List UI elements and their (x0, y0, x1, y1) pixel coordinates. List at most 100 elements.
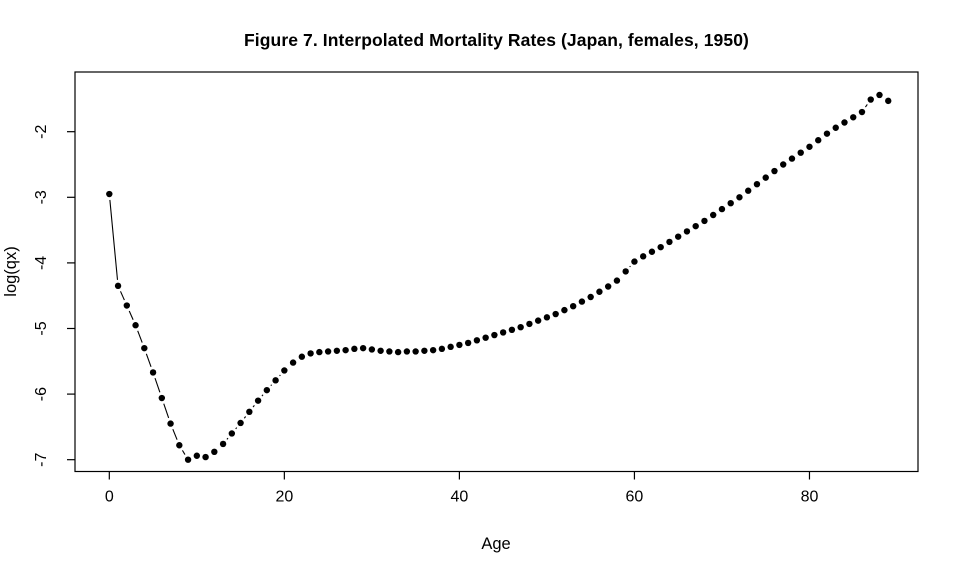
data-point (272, 377, 279, 384)
y-tick-label: -7 (33, 452, 50, 466)
connector-segment (128, 310, 134, 320)
data-point (394, 348, 402, 356)
data-point (263, 386, 271, 394)
connector-segment (243, 416, 247, 419)
data-point (412, 348, 419, 355)
x-tick-label: 0 (105, 489, 114, 506)
data-point (377, 347, 384, 354)
data-point (526, 320, 533, 328)
data-point (429, 346, 437, 354)
data-point (456, 341, 463, 349)
data-point (674, 233, 682, 240)
data-point (368, 346, 376, 353)
data-point (403, 348, 411, 355)
connector-segment (109, 199, 119, 280)
data-point (639, 253, 647, 260)
data-point (132, 322, 139, 329)
data-point (228, 430, 236, 437)
data-point (491, 331, 498, 339)
data-point (815, 137, 822, 144)
data-point (692, 222, 699, 230)
connector-segment (629, 265, 631, 268)
connector-segment (864, 104, 868, 108)
data-point (648, 248, 656, 255)
data-point (202, 453, 209, 461)
data-point (604, 283, 612, 290)
y-axis-label: log(qx) (2, 246, 20, 296)
y-tick-label: -4 (33, 256, 50, 270)
data-point (876, 91, 883, 99)
data-point (534, 317, 542, 324)
connector-segment (279, 374, 281, 377)
x-tick-label: 20 (275, 489, 293, 506)
connector-segment (261, 394, 264, 397)
data-point (613, 277, 621, 284)
data-point (683, 228, 691, 235)
data-point (237, 419, 244, 427)
data-point (386, 348, 393, 355)
data-point (771, 167, 778, 175)
connector-segment (235, 427, 238, 430)
data-point (561, 306, 568, 314)
data-point (736, 194, 743, 201)
y-tick-label: -2 (33, 124, 50, 138)
data-point (762, 174, 769, 181)
data-point (841, 119, 848, 126)
data-point (788, 155, 796, 162)
data-point (806, 143, 813, 150)
data-point (359, 344, 367, 352)
data-point (351, 345, 358, 353)
data-point (123, 302, 131, 309)
x-tick-label: 80 (801, 489, 819, 506)
data-point (543, 314, 551, 321)
connector-segment (270, 384, 273, 387)
data-point (184, 456, 192, 463)
data-point (517, 323, 524, 331)
data-point (499, 329, 507, 336)
data-point (482, 334, 489, 341)
data-point (718, 205, 726, 213)
data-point (193, 452, 201, 459)
data-point (333, 347, 341, 354)
data-point (701, 217, 708, 225)
data-point (167, 420, 174, 427)
data-point (464, 339, 472, 347)
data-point (176, 442, 183, 449)
data-point (552, 310, 559, 318)
data-point (106, 190, 113, 198)
data-point (753, 180, 761, 188)
chart-title: Figure 7. Interpolated Mortality Rates (… (243, 30, 749, 50)
data-point (149, 369, 157, 376)
data-point (289, 359, 297, 366)
data-point (254, 397, 262, 404)
data-point (858, 108, 866, 116)
data-point (307, 350, 314, 357)
data-point (596, 288, 603, 295)
data-point (421, 347, 428, 354)
data-point (727, 199, 734, 207)
data-point (219, 440, 227, 448)
connector-segment (163, 403, 170, 419)
data-point (622, 268, 629, 275)
data-point (780, 161, 787, 168)
plot-box (74, 71, 919, 473)
x-axis-label: Age (481, 535, 510, 553)
connector-segment (181, 450, 186, 455)
y-tick-label: -3 (33, 190, 50, 204)
x-tick-label: 40 (450, 489, 468, 506)
data-point (823, 130, 831, 137)
connector-segment (172, 428, 178, 440)
y-tick-label: -5 (33, 321, 50, 335)
data-point (657, 243, 664, 251)
data-point (316, 348, 323, 356)
connector-segment (145, 353, 152, 367)
data-point (797, 149, 804, 156)
data-point (850, 114, 857, 121)
data-point (158, 394, 166, 402)
connector-segment (119, 291, 125, 301)
y-tick-label: -6 (33, 387, 50, 401)
data-point (342, 346, 349, 354)
data-point (867, 96, 874, 103)
